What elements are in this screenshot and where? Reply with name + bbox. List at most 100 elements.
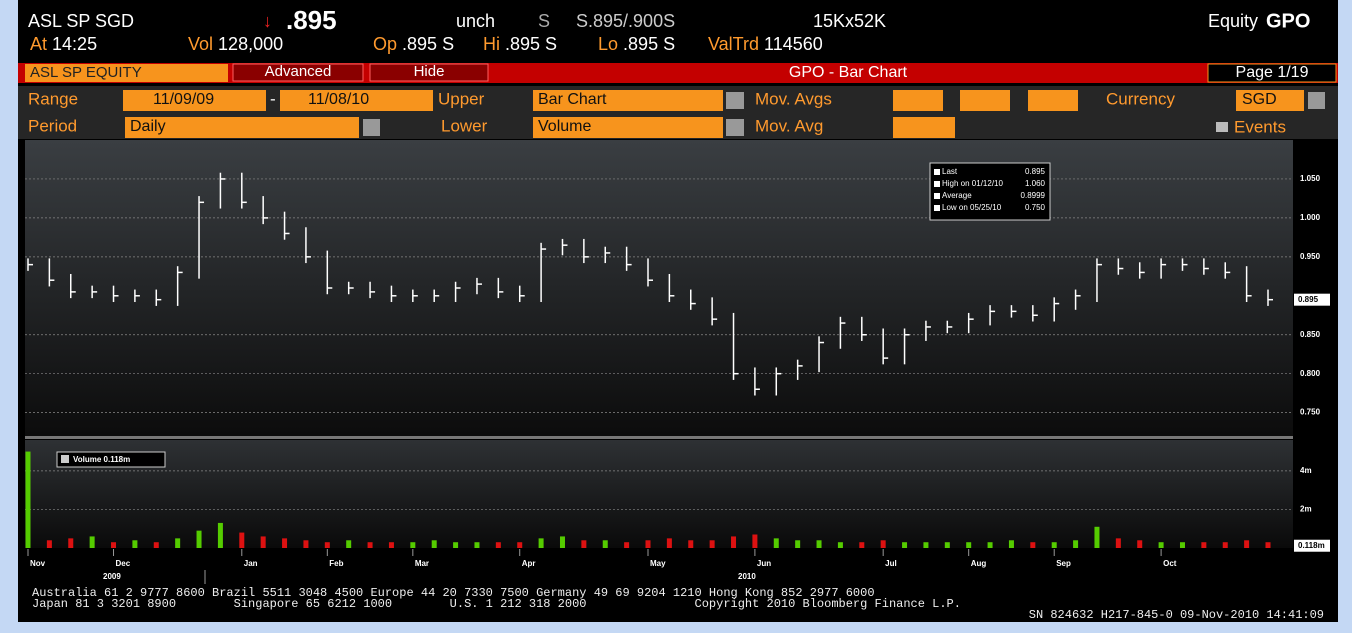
dropdown[interactable] — [363, 119, 380, 136]
avg-input[interactable] — [893, 117, 955, 138]
volume-bar — [196, 530, 202, 548]
lower-select[interactable] — [533, 117, 723, 138]
legend-value: 0.750 — [1025, 203, 1046, 212]
quote-value: .895 S — [402, 34, 454, 54]
volume-legend-text: Volume 0.118m — [73, 455, 130, 464]
x-tick-label: Apr — [522, 559, 536, 568]
volume-bar — [46, 540, 52, 548]
legend-label: Low on 05/25/10 — [942, 203, 1002, 212]
quote-value: 114560 — [764, 34, 823, 54]
size: 15Kx52K — [813, 11, 886, 31]
x-tick-label: Oct — [1163, 559, 1177, 568]
pane-divider — [25, 436, 1293, 439]
range-end-input[interactable] — [280, 90, 433, 111]
last-volume-box — [1294, 539, 1330, 552]
security-tab[interactable] — [25, 64, 228, 82]
lower-value: Volume — [538, 118, 591, 135]
quote-field: Hi .895 S — [483, 34, 557, 54]
volume-bar — [68, 538, 74, 548]
volume-bar — [645, 540, 651, 548]
price-legend — [929, 162, 1051, 221]
volume-pane — [25, 440, 1293, 548]
dropdown[interactable] — [726, 92, 744, 109]
legend-swatch — [934, 169, 940, 175]
year-label: 2010 — [738, 572, 756, 581]
volume-bar — [731, 536, 737, 548]
volume-bar — [880, 540, 886, 548]
advanced-button[interactable] — [232, 63, 364, 82]
volume-bar — [666, 538, 672, 548]
quote-field: ValTrd 114560 — [708, 34, 823, 54]
hide-label: Hide — [414, 63, 445, 80]
volume-bar — [1179, 542, 1185, 548]
volume-bar — [282, 538, 288, 548]
quote-field: Lo .895 S — [598, 34, 675, 54]
quote-label: Hi — [483, 34, 500, 54]
x-tick-label: Jan — [244, 559, 258, 568]
volume-bar — [25, 451, 31, 548]
period-select[interactable] — [125, 117, 359, 138]
volume-bar — [239, 532, 245, 548]
volume-bar — [1008, 540, 1014, 548]
dropdown[interactable] — [1308, 92, 1325, 109]
quote-label: ValTrd — [708, 34, 759, 54]
x-tick-label: Jul — [885, 559, 897, 568]
volume-bar — [153, 542, 159, 548]
lower-label: Lower — [441, 116, 488, 135]
volume-legend — [56, 451, 166, 468]
security-label: ASL SP EQUITY — [30, 64, 142, 81]
bid-ask: S.895/.900S — [576, 11, 675, 31]
volume-bar — [1051, 542, 1057, 548]
legend-value: 0.895 — [1025, 167, 1046, 176]
y-tick-label: 2m — [1300, 505, 1312, 514]
range-start-input[interactable] — [123, 90, 266, 111]
last-volume-label: 0.118m — [1298, 541, 1325, 550]
range-label: Range — [28, 89, 78, 108]
avg-input[interactable] — [1028, 90, 1078, 111]
volume-bar — [217, 522, 223, 548]
legend-swatch — [61, 455, 69, 463]
page-box[interactable] — [1207, 63, 1337, 83]
volume-bar — [1265, 542, 1271, 548]
quote-label: Op — [373, 34, 397, 54]
legend-swatch — [934, 205, 940, 211]
hide-button[interactable] — [369, 63, 489, 82]
plot: 1.050 1.000 0.950 0.850 0.800 0.750 4m 2m Nov Dec… — [25, 172, 1330, 568]
price: .895 — [286, 5, 337, 35]
volume-bar — [388, 542, 394, 548]
volume-bar — [795, 540, 801, 548]
volume-bar — [303, 540, 309, 548]
volume-bar — [1222, 542, 1228, 548]
volume-bar — [1094, 526, 1100, 548]
ticker: ASL SP SGD — [28, 11, 134, 31]
avg-input[interactable] — [893, 90, 943, 111]
volume-bar — [111, 542, 117, 548]
volume-bar — [1201, 542, 1207, 548]
currency-label: Currency — [1106, 89, 1175, 108]
quote-value: 128,000 — [218, 34, 283, 54]
volume-bar — [1158, 542, 1164, 548]
volume-bar — [837, 542, 843, 548]
volume-bar — [688, 540, 694, 548]
volume-bar — [1244, 540, 1250, 548]
avg-input[interactable] — [960, 90, 1010, 111]
upper-select[interactable] — [533, 90, 723, 111]
volume-bar — [517, 542, 523, 548]
currency-select[interactable] — [1236, 90, 1304, 111]
last-price-label: 0.895 — [1298, 295, 1319, 304]
volume-bar — [453, 542, 459, 548]
volume-bar — [624, 542, 630, 548]
dropdown[interactable] — [726, 119, 744, 136]
x-tick-label: Mar — [415, 559, 429, 568]
legend-label: Average — [942, 191, 972, 200]
volume-bar — [132, 540, 138, 548]
quote-field: Vol 128,000 — [188, 34, 283, 54]
events-checkbox[interactable] — [1216, 122, 1228, 132]
page-label: Page 1/19 — [1236, 64, 1309, 81]
x-tick-label: Sep — [1056, 559, 1071, 568]
period-label: Period — [28, 116, 77, 135]
volume-bar — [1115, 538, 1121, 548]
y-tick-label: 0.950 — [1300, 252, 1321, 261]
volume-bar — [324, 542, 330, 548]
